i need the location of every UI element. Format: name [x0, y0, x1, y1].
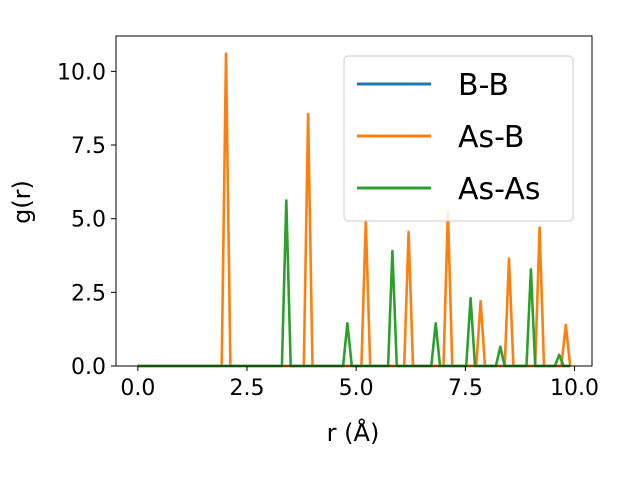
y-tick-label: 7.5	[71, 134, 106, 159]
plot-frame	[115, 35, 593, 367]
x-axis-label: r (Å)	[327, 418, 380, 447]
y-tick-label: 5.0	[71, 208, 106, 233]
legend: B-B As-B As-As	[343, 55, 574, 222]
x-axis: 0.0 2.5 5.0 7.5 10.0	[120, 366, 599, 401]
x-tick-label: 2.5	[230, 376, 265, 401]
legend-label: As-As	[458, 172, 540, 207]
y-axis: 0.0 2.5 5.0 7.5 10.0	[57, 60, 116, 380]
y-tick-label: 2.5	[71, 281, 106, 306]
y-axis-label: g(r)	[8, 180, 36, 224]
legend-box	[343, 55, 574, 222]
series-line-as-b	[137, 52, 572, 368]
legend-label: B-B	[458, 68, 509, 103]
y-tick-label: 0.0	[71, 355, 106, 380]
x-tick-label: 5.0	[339, 376, 374, 401]
x-tick-label: 10.0	[550, 376, 599, 401]
legend-label: As-B	[458, 120, 525, 155]
x-tick-label: 7.5	[448, 376, 483, 401]
x-tick-label: 0.0	[120, 376, 155, 401]
y-tick-label: 10.0	[57, 60, 106, 85]
